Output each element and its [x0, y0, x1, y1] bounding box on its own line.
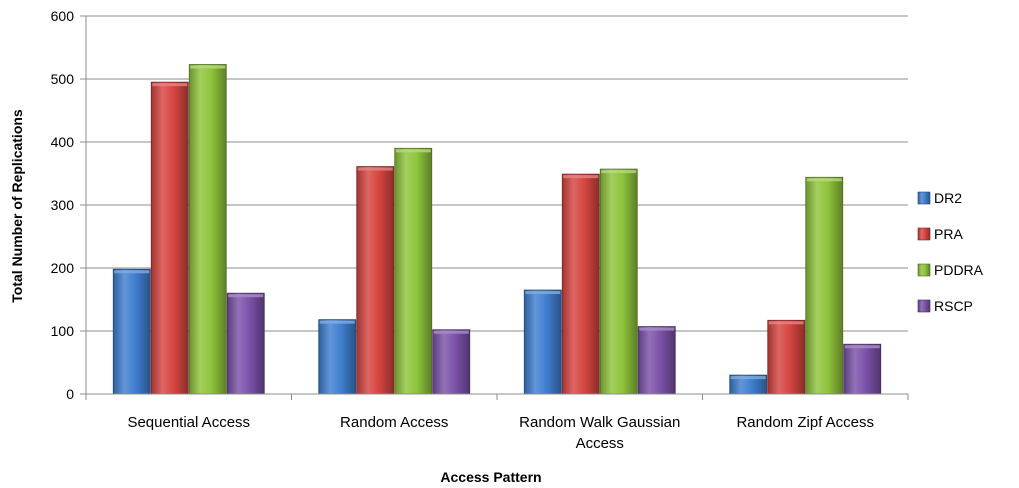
bar-pddra-1 [188, 64, 227, 395]
bar-highlight [319, 320, 355, 324]
bar-highlight [844, 345, 880, 349]
bar-pra-1 [150, 81, 189, 395]
bar-rscp-4 [843, 343, 882, 395]
bar-highlight [601, 170, 637, 174]
legend-item-pra: PRA [917, 226, 963, 242]
y-tick-label: 100 [51, 323, 75, 339]
bar-highlight [806, 178, 842, 182]
y-tick-label: 500 [51, 71, 75, 87]
bar-highlight [395, 149, 431, 153]
legend-swatch [917, 263, 931, 277]
bar-highlight [114, 270, 150, 274]
x-category-label: Sequential Access [127, 414, 250, 431]
bar-dr2-3 [523, 289, 562, 395]
bar-highlight [639, 327, 675, 331]
bar-rscp-2 [432, 329, 471, 395]
legend-swatch [917, 191, 931, 205]
bar-highlight [525, 291, 561, 295]
x-category-label: Random Access [340, 414, 448, 431]
bar-highlight [152, 83, 188, 87]
legend-swatch [917, 227, 931, 241]
legend-item-dr2: DR2 [917, 190, 962, 206]
x-category-label: Random Zipf Access [736, 414, 874, 431]
legend-item-pddra: PDDRA [917, 262, 984, 278]
bar-dr2-1 [112, 268, 151, 395]
bar-highlight [190, 65, 226, 69]
bar-pra-2 [356, 166, 395, 395]
bar-highlight [730, 376, 766, 380]
y-tick-label: 300 [51, 197, 75, 213]
bar-pddra-3 [599, 168, 638, 395]
bar-dr2-2 [318, 319, 357, 395]
bar-highlight [357, 167, 393, 171]
bar-highlight [563, 175, 599, 179]
bar-highlight [768, 321, 804, 325]
x-axis-title: Access Pattern [440, 469, 541, 485]
bar-rscp-1 [226, 292, 265, 395]
bar-highlight [433, 330, 469, 334]
legend-label: RSCP [934, 298, 973, 314]
bar-highlight [228, 294, 264, 298]
bar-pra-3 [561, 173, 600, 395]
x-category-label: Random Walk Gaussian Access [519, 414, 680, 452]
bar-rscp-3 [637, 326, 676, 395]
legend-swatch [917, 299, 931, 313]
y-tick-label: 400 [51, 134, 75, 150]
y-tick-label: 0 [66, 386, 74, 402]
bar-pra-4 [767, 319, 806, 395]
y-axis-title: Total Number of Replications [9, 109, 25, 303]
legend-label: PDDRA [934, 262, 984, 278]
y-tick-label: 200 [51, 260, 75, 276]
bar-pddra-2 [394, 147, 433, 395]
y-tick-label: 600 [51, 8, 75, 24]
legend-item-rscp: RSCP [917, 298, 973, 314]
legend-label: DR2 [934, 190, 962, 206]
legend-label: PRA [934, 226, 963, 242]
bar-pddra-4 [805, 176, 844, 395]
